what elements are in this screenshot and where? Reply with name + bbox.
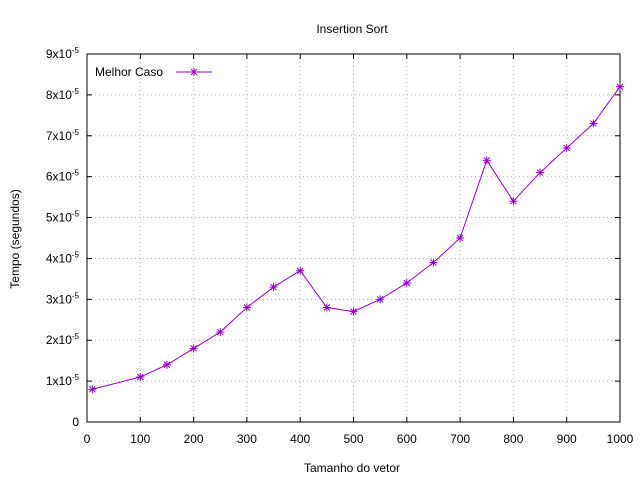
data-point: [616, 82, 624, 91]
x-tick-label: 800: [503, 432, 523, 446]
y-axis-label: Tempo (segundos): [8, 189, 22, 288]
series-line: [92, 86, 621, 390]
data-point: [88, 385, 97, 394]
legend: Melhor Caso: [95, 65, 212, 79]
x-tick-label: 100: [130, 432, 150, 446]
data-point: [536, 168, 545, 177]
y-tick-label: 2x10-5: [46, 332, 80, 347]
data-point: [509, 197, 518, 206]
x-tick-label: 400: [290, 432, 310, 446]
y-axis: 0 1x10-5 2x10-5 3x10-5 4x10-5 5x10-5 6x10-5 7x1…: [46, 46, 620, 429]
y-tick-label: 6x10-5: [46, 169, 80, 184]
data-point: [322, 303, 331, 312]
y-tick-label: 9x10-5: [46, 46, 80, 61]
y-tick-label: 1x10-5: [46, 373, 80, 388]
x-tick-label: 0: [84, 432, 91, 446]
data-point: [136, 373, 145, 382]
legend-marker: [190, 68, 198, 76]
x-axis: 0 100 200 300 400 500 600 700 800 900 1000: [84, 54, 634, 446]
y-tick-label: 0: [72, 415, 79, 429]
x-tick-label: 1000: [607, 432, 634, 446]
legend-label: Melhor Caso: [95, 65, 163, 79]
x-tick-label: 700: [450, 432, 470, 446]
data-point: [296, 266, 305, 275]
y-tick-label: 3x10-5: [46, 291, 80, 306]
data-point: [216, 328, 225, 337]
data-point: [242, 303, 251, 312]
series-group: [88, 82, 624, 394]
x-tick-label: 900: [557, 432, 577, 446]
y-tick-label: 8x10-5: [46, 87, 80, 102]
data-point: [189, 344, 198, 353]
data-point: [589, 119, 598, 128]
y-tick-label: 4x10-5: [46, 250, 80, 265]
x-tick-label: 600: [397, 432, 417, 446]
data-point: [482, 156, 491, 165]
data-point: [429, 258, 438, 267]
y-tick-label: 7x10-5: [46, 128, 80, 143]
chart-title: Insertion Sort: [316, 22, 388, 36]
data-point: [376, 295, 385, 304]
y-tick-label: 5x10-5: [46, 210, 80, 225]
x-tick-label: 300: [237, 432, 257, 446]
data-point: [349, 307, 358, 316]
x-tick-label: 500: [343, 432, 363, 446]
data-point: [402, 278, 411, 287]
data-point: [162, 360, 171, 369]
data-point: [269, 283, 278, 292]
x-axis-label: Tamanho do vetor: [304, 461, 400, 475]
x-tick-label: 200: [184, 432, 204, 446]
data-point: [562, 144, 571, 153]
data-point: [456, 234, 465, 242]
